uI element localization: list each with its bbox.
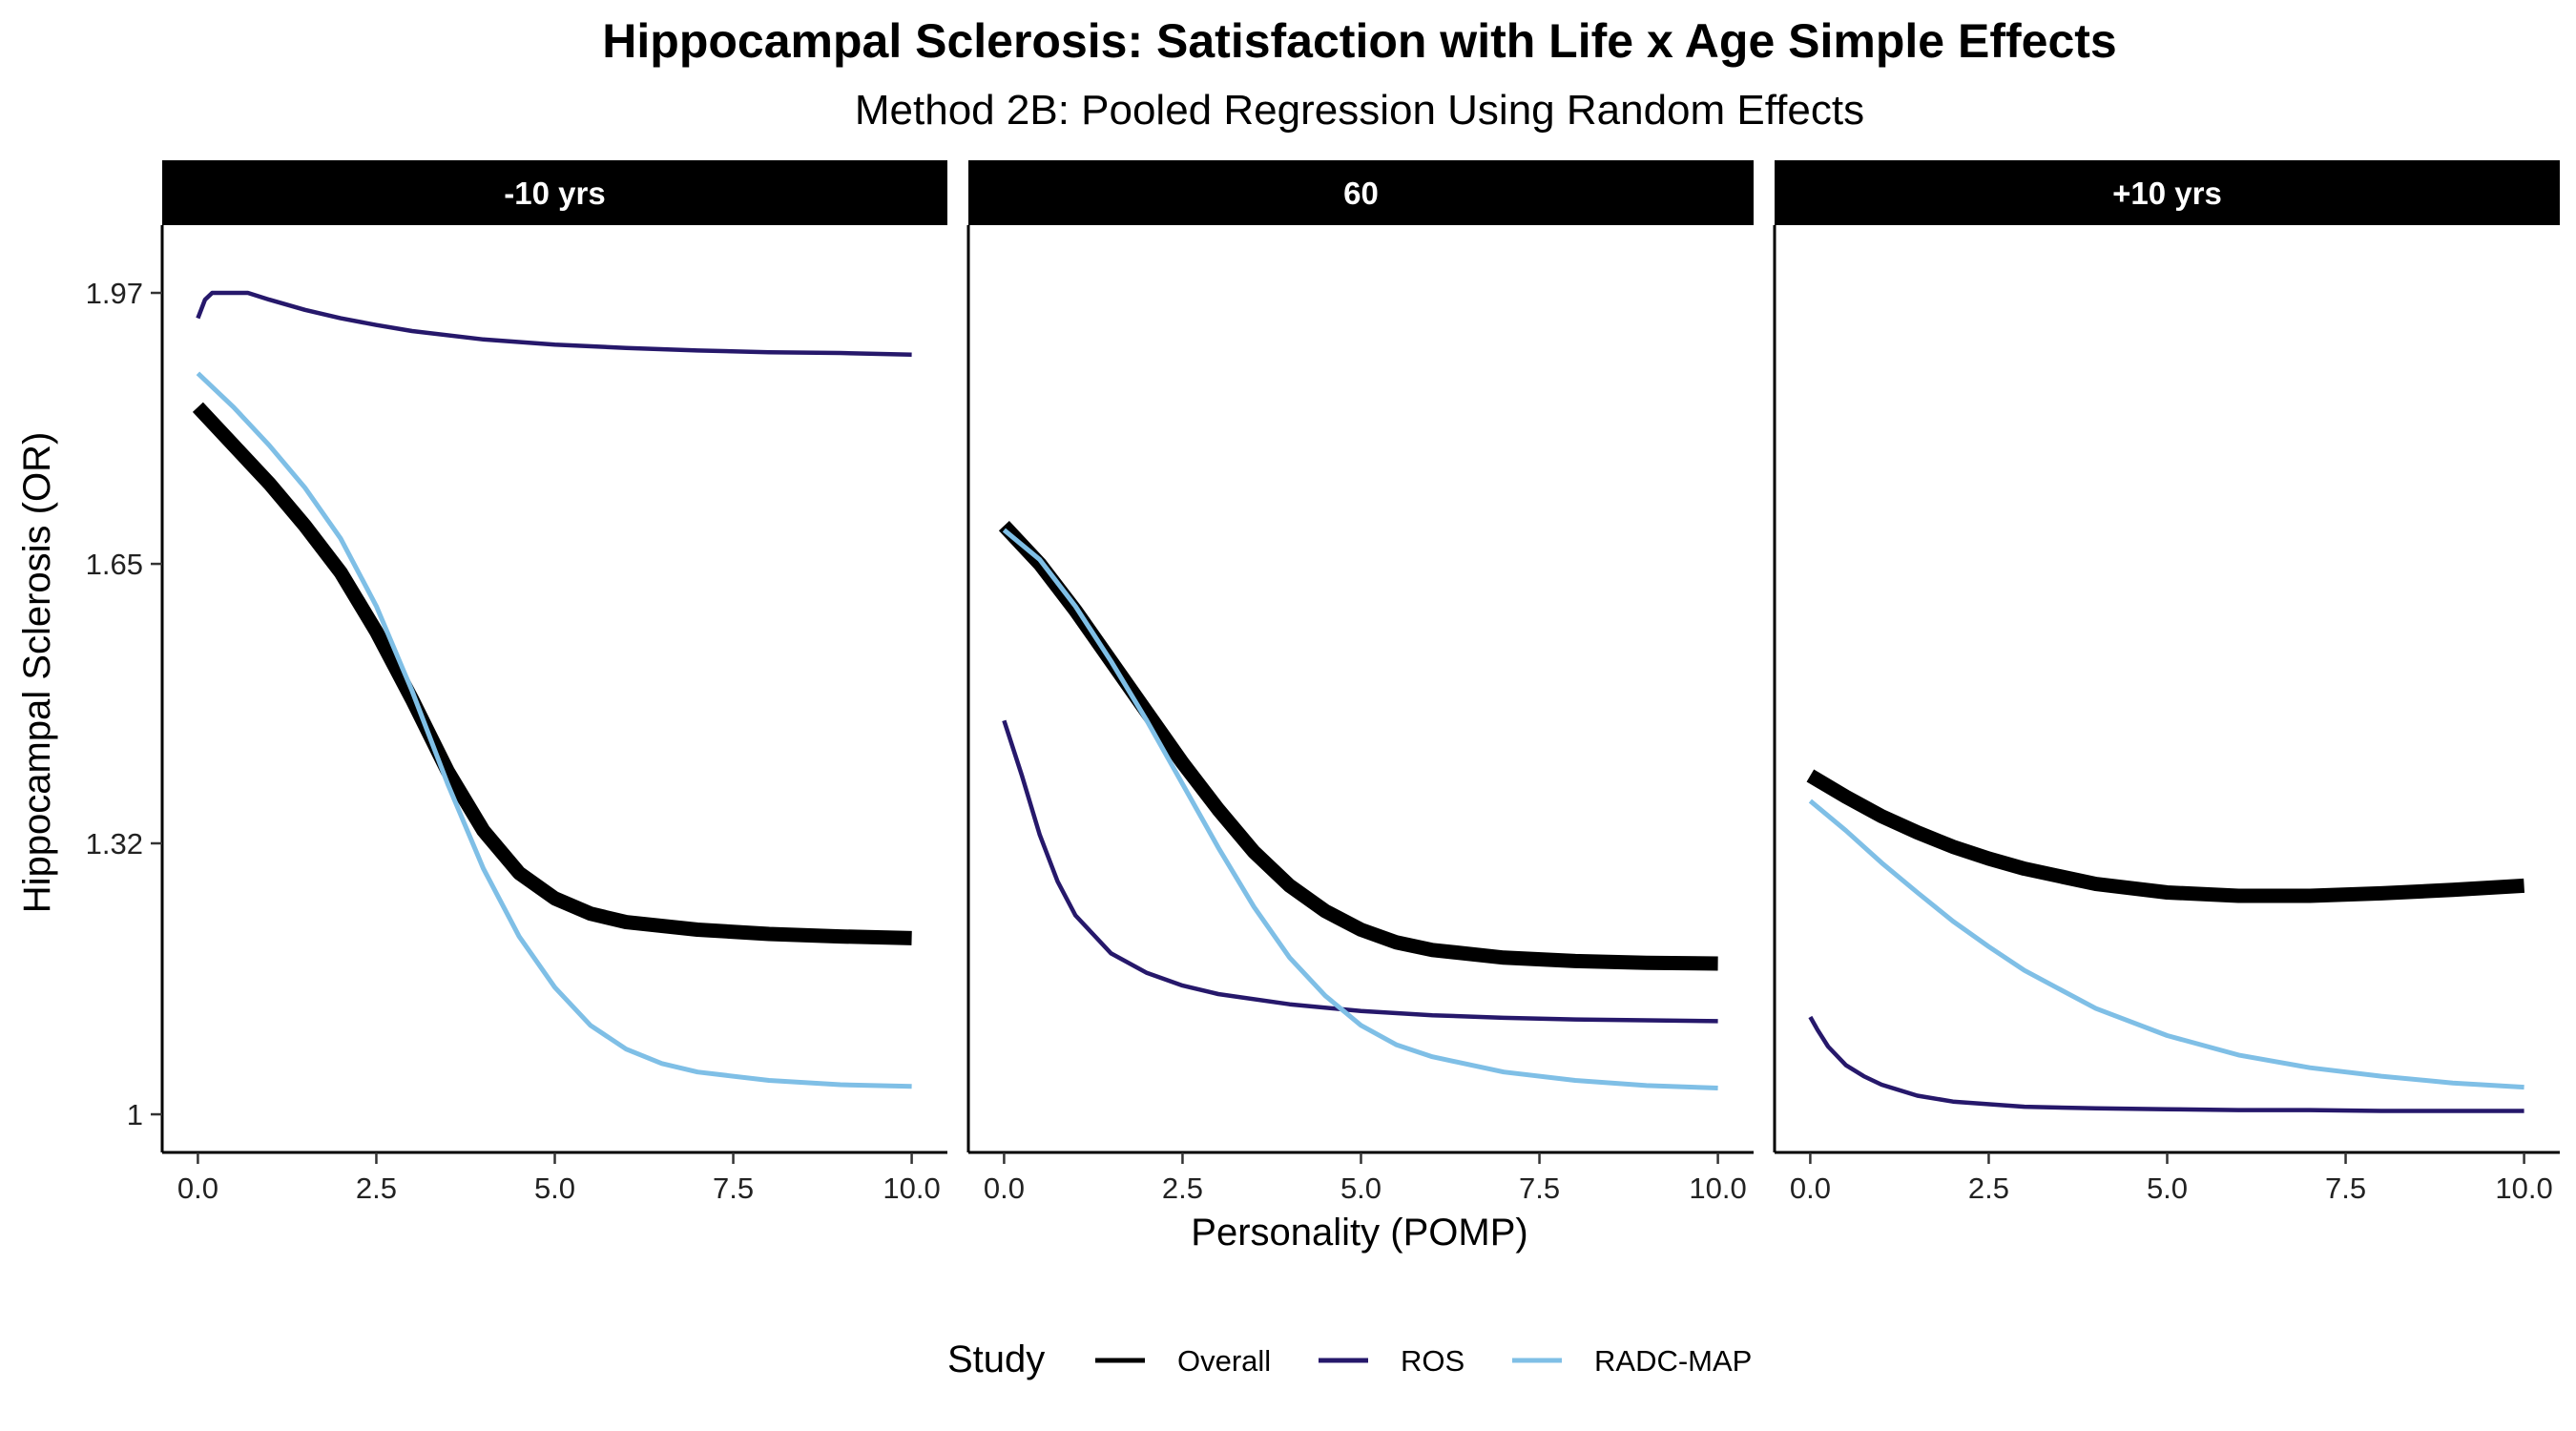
facet-panel-2: 60 0.0 2.5 5.0 7.5 10.0 [966, 160, 1754, 1205]
x-tick-label: 10.0 [2495, 1172, 2552, 1205]
series-line-ros [196, 290, 912, 358]
legend-label-radc-map: RADC-MAP [1594, 1344, 1752, 1378]
x-tick-label: 0.0 [177, 1172, 218, 1205]
facet-strip-label: 60 [1343, 176, 1379, 211]
facet-strip [162, 160, 947, 225]
x-tick-label: 2.5 [356, 1172, 397, 1205]
facet-strip-label: +10 yrs [2112, 176, 2222, 211]
series-line-ros [1808, 1015, 2524, 1113]
chart-title: Hippocampal Sclerosis: Satisfaction with… [602, 14, 2116, 68]
x-tick-label: 5.0 [534, 1172, 575, 1205]
x-tick-label: 7.5 [2325, 1172, 2366, 1205]
facet-panel-3: +10 yrs 0.0 2.5 5.0 7.5 10.0 [1773, 160, 2560, 1205]
x-tick-label: 0.0 [984, 1172, 1025, 1205]
facet-panel-1: -10 yrs 0.0 2.5 5.0 7.5 10.0 1 1.32 1.65 1.97 [86, 160, 947, 1205]
x-tick-label: 2.5 [1162, 1172, 1203, 1205]
legend: Study Overall ROS RADC-MAP [947, 1338, 1752, 1380]
x-tick-label: 7.5 [1519, 1172, 1560, 1205]
x-tick-label: 10.0 [1689, 1172, 1746, 1205]
y-tick-label: 1.32 [86, 827, 143, 861]
series-line-overall [1806, 769, 2525, 903]
legend-title: Study [947, 1338, 1045, 1380]
series-line-overall [192, 402, 912, 945]
x-tick-label: 2.5 [1968, 1172, 2009, 1205]
x-tick-label: 0.0 [1790, 1172, 1831, 1205]
facet-panels: -10 yrs 0.0 2.5 5.0 7.5 10.0 1 1.32 1.65 1.97 60 0.… [86, 160, 2560, 1205]
x-tick-label: 5.0 [2147, 1172, 2188, 1205]
series-line-radc-map [1002, 528, 1718, 1090]
series-line-ros [1002, 719, 1718, 1024]
y-tick-label: 1.97 [86, 277, 143, 310]
chart-subtitle: Method 2B: Pooled Regression Using Rando… [855, 87, 1864, 134]
x-tick-label: 10.0 [883, 1172, 940, 1205]
facet-strip [968, 160, 1754, 225]
y-tick-label: 1 [127, 1098, 143, 1131]
series-line-radc-map [196, 371, 912, 1089]
series-line-radc-map [1808, 798, 2524, 1090]
y-axis-title: Hippocampal Sclerosis (OR) [16, 432, 58, 914]
series-line-overall [998, 520, 1718, 971]
y-tick-label: 1.65 [86, 548, 143, 581]
x-tick-label: 5.0 [1340, 1172, 1381, 1205]
facet-strip-label: -10 yrs [504, 176, 605, 211]
x-tick-label: 7.5 [713, 1172, 754, 1205]
facet-strip [1775, 160, 2560, 225]
legend-label-overall: Overall [1177, 1344, 1271, 1378]
x-axis-title: Personality (POMP) [1191, 1212, 1527, 1254]
legend-label-ros: ROS [1401, 1344, 1465, 1378]
